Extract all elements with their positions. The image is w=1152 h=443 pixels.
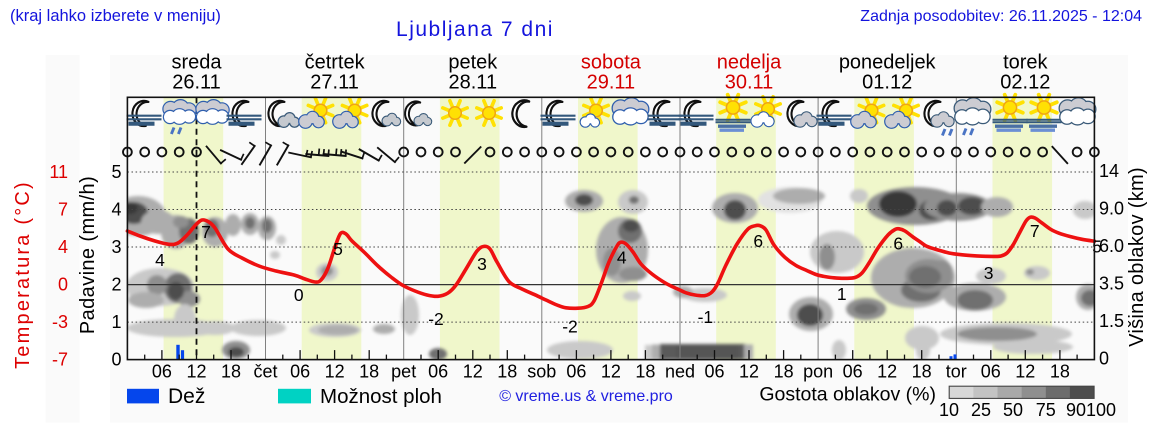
svg-text:pon: pon: [803, 362, 833, 382]
svg-text:7: 7: [58, 200, 68, 220]
svg-text:sreda: sreda: [171, 52, 222, 74]
svg-text:06: 06: [428, 362, 448, 382]
svg-text:50: 50: [1003, 400, 1023, 420]
svg-text:12: 12: [877, 362, 897, 382]
svg-text:© vreme.us & vreme.pro: © vreme.us & vreme.pro: [499, 388, 673, 405]
svg-text:12: 12: [463, 362, 483, 382]
svg-text:30.11: 30.11: [725, 72, 774, 94]
svg-text:75: 75: [1036, 400, 1056, 420]
svg-text:27.11: 27.11: [310, 72, 359, 94]
svg-text:Temperatura (°C): Temperatura (°C): [12, 180, 34, 369]
svg-text:90: 90: [1066, 400, 1086, 420]
svg-text:02.12: 02.12: [1000, 72, 1050, 94]
svg-text:1.5: 1.5: [1099, 311, 1124, 331]
svg-text:18: 18: [497, 362, 517, 382]
svg-text:Zadnja posodobitev: 26.11.2025: Zadnja posodobitev: 26.11.2025 - 12:04: [860, 8, 1142, 25]
svg-text:ponedeljek: ponedeljek: [839, 52, 937, 74]
svg-text:11: 11: [49, 162, 68, 182]
svg-text:18: 18: [221, 362, 241, 382]
svg-text:nedelja: nedelja: [717, 52, 782, 74]
svg-text:12: 12: [601, 362, 621, 382]
svg-text:0: 0: [111, 350, 121, 370]
svg-text:12: 12: [1015, 362, 1035, 382]
svg-text:01.12: 01.12: [862, 72, 912, 94]
svg-text:3: 3: [477, 254, 487, 274]
svg-text:6: 6: [753, 231, 763, 251]
svg-text:4: 4: [617, 248, 627, 268]
svg-text:06: 06: [152, 362, 172, 382]
svg-text:petek: petek: [448, 52, 498, 74]
svg-text:3: 3: [984, 263, 994, 283]
svg-text:tor: tor: [946, 362, 967, 382]
svg-text:18: 18: [912, 362, 932, 382]
svg-text:-3: -3: [52, 312, 68, 332]
svg-text:12: 12: [186, 362, 206, 382]
svg-text:ned: ned: [665, 362, 695, 382]
svg-text:(kraj lahko izberete v meniju): (kraj lahko izberete v meniju): [10, 7, 221, 25]
svg-text:7: 7: [201, 222, 211, 242]
svg-text:3.5: 3.5: [1099, 274, 1124, 294]
svg-text:18: 18: [635, 362, 655, 382]
svg-text:4: 4: [111, 200, 121, 220]
svg-text:-1: -1: [698, 307, 714, 327]
svg-text:14: 14: [1099, 161, 1119, 181]
svg-text:18: 18: [774, 362, 794, 382]
svg-text:6: 6: [893, 234, 903, 254]
svg-text:Dež: Dež: [168, 385, 205, 408]
svg-text:4: 4: [155, 250, 165, 270]
svg-text:četrtek: četrtek: [305, 52, 366, 74]
svg-text:29.11: 29.11: [587, 72, 636, 94]
svg-text:2: 2: [111, 275, 121, 295]
svg-text:12: 12: [739, 362, 759, 382]
svg-text:06: 06: [566, 362, 586, 382]
svg-text:28.11: 28.11: [449, 72, 498, 94]
svg-text:9.0: 9.0: [1099, 199, 1124, 219]
svg-text:0: 0: [58, 275, 68, 295]
svg-text:torek: torek: [1003, 52, 1048, 74]
svg-text:sob: sob: [527, 362, 556, 382]
svg-text:18: 18: [359, 362, 379, 382]
svg-text:5: 5: [1092, 237, 1102, 257]
svg-text:0: 0: [1099, 349, 1109, 369]
svg-text:Možnost ploh: Možnost ploh: [320, 385, 442, 408]
svg-text:12: 12: [325, 362, 345, 382]
svg-text:Ljubljana 7 dni: Ljubljana 7 dni: [396, 18, 554, 41]
svg-text:6.0: 6.0: [1099, 236, 1124, 256]
svg-text:-2: -2: [428, 309, 444, 329]
svg-text:Padavine (mm/h): Padavine (mm/h): [77, 176, 99, 334]
svg-text:1: 1: [837, 284, 847, 304]
svg-text:5: 5: [111, 162, 121, 182]
svg-text:Gostota oblakov (%): Gostota oblakov (%): [759, 384, 936, 406]
svg-text:7: 7: [1030, 221, 1040, 241]
svg-text:3: 3: [111, 237, 121, 257]
svg-text:06: 06: [290, 362, 310, 382]
svg-text:06: 06: [981, 362, 1001, 382]
svg-text:pet: pet: [391, 362, 416, 382]
svg-text:1: 1: [111, 312, 121, 332]
svg-text:25: 25: [971, 400, 991, 420]
svg-text:4: 4: [58, 237, 68, 257]
svg-text:5: 5: [333, 239, 343, 259]
svg-text:čet: čet: [253, 362, 277, 382]
svg-text:0: 0: [294, 285, 304, 305]
svg-text:06: 06: [843, 362, 863, 382]
svg-text:sobota: sobota: [581, 52, 642, 74]
svg-text:06: 06: [704, 362, 724, 382]
svg-text:10: 10: [939, 400, 959, 420]
svg-text:26.11: 26.11: [172, 72, 221, 94]
svg-text:Višina oblakov (km): Višina oblakov (km): [1126, 167, 1148, 347]
svg-text:-2: -2: [562, 317, 578, 337]
svg-text:-7: -7: [52, 350, 68, 370]
svg-text:100: 100: [1086, 400, 1116, 420]
svg-text:18: 18: [1050, 362, 1070, 382]
